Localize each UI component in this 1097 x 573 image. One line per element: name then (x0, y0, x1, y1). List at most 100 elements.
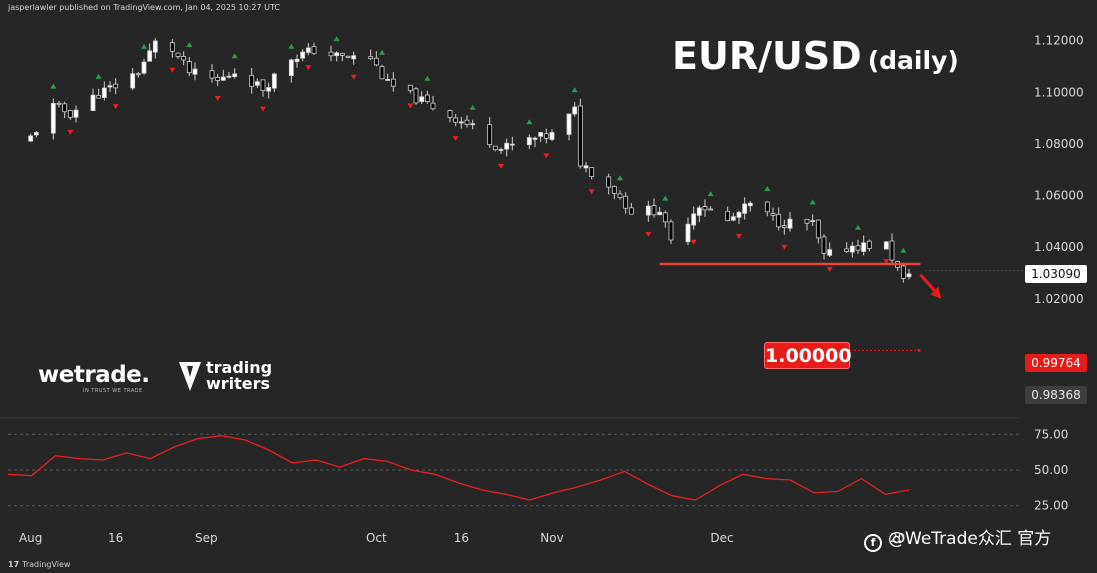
x-tick-label-0: Aug (19, 531, 42, 545)
candle (651, 198, 657, 218)
candle (385, 73, 391, 81)
projection-arrow-head (930, 286, 942, 299)
candle-body (487, 124, 493, 146)
candle (424, 75, 431, 104)
candle (696, 205, 702, 223)
candle-body (866, 240, 872, 249)
candle (186, 41, 193, 77)
candle (809, 199, 816, 226)
candle (781, 219, 788, 250)
swing-low-marker (645, 231, 652, 237)
x-tick-label-6: Dec (710, 531, 733, 545)
candle-body (254, 81, 260, 86)
swing-low-marker (781, 244, 788, 250)
swing-low-marker (407, 103, 414, 109)
candle-body (232, 73, 238, 78)
candle-body (464, 119, 470, 125)
candle (62, 101, 68, 118)
candle-body (419, 96, 425, 102)
candle-body (385, 79, 391, 81)
candle (333, 36, 340, 62)
candle (538, 132, 544, 143)
candle (583, 162, 589, 173)
candle-body (657, 211, 663, 216)
candle-body (781, 225, 787, 228)
candle-body (50, 102, 56, 134)
candle (787, 211, 793, 232)
swing-high-marker (662, 195, 669, 201)
candle (883, 241, 890, 265)
candle (906, 268, 912, 280)
candle (855, 224, 861, 254)
candle-body (175, 52, 181, 57)
candle-body (373, 57, 379, 66)
watermark: f @WeTrade众汇 官方 (864, 524, 1051, 552)
candle-body (504, 142, 510, 150)
candle-body (101, 87, 107, 98)
candle (130, 67, 136, 91)
title-timeframe: (daily) (867, 46, 959, 75)
candle-body (113, 83, 119, 89)
candle (300, 48, 306, 62)
candle (526, 119, 533, 150)
swing-high-marker (95, 73, 102, 79)
candle-body (135, 73, 141, 76)
candle-body (215, 77, 221, 81)
candle (668, 219, 674, 245)
candle (220, 69, 226, 81)
candle (707, 191, 714, 211)
candle-body (849, 245, 855, 253)
candle (861, 235, 867, 256)
last-price-tag: 0.98368 (1025, 386, 1087, 404)
candle-body (815, 219, 821, 239)
candle-body (152, 40, 158, 53)
candle (407, 84, 414, 109)
candle (373, 51, 379, 67)
swing-low-marker (736, 233, 742, 239)
candle (895, 260, 901, 272)
wetrade-logo: wetrade. (38, 362, 150, 388)
swing-low-marker (690, 239, 697, 245)
target-line-end (917, 348, 921, 352)
swing-low-marker (350, 74, 357, 80)
candle (844, 242, 850, 254)
candle-body (543, 133, 549, 139)
swing-low-marker (67, 129, 74, 135)
candle (685, 217, 691, 246)
candle-body (147, 50, 153, 62)
candle-body (589, 167, 595, 178)
swing-high-marker (424, 75, 431, 81)
swing-low-marker (112, 104, 119, 110)
candle (498, 147, 504, 169)
candle-body (606, 176, 612, 188)
candle-body (770, 213, 776, 216)
candle-body (294, 58, 300, 62)
candle-body (730, 216, 736, 221)
candle-body (209, 70, 215, 79)
candle (509, 136, 515, 151)
candle-body (844, 248, 850, 252)
swing-low-marker (452, 136, 459, 142)
wetrade-tagline: IN TRUST WE TRADE (83, 388, 143, 394)
candle (339, 52, 345, 62)
candle (628, 202, 634, 215)
projection-arrow-shaft (919, 273, 938, 294)
x-tick-label-2: Sep (195, 531, 218, 545)
candle-body (271, 73, 277, 89)
candle-body (804, 218, 810, 224)
trading-writers-icon (179, 362, 201, 391)
swing-high-marker (900, 247, 907, 253)
candle (747, 201, 753, 212)
candle-body (708, 208, 714, 211)
candle-body (334, 52, 340, 57)
candle-body (107, 85, 113, 88)
candle (214, 74, 221, 101)
candle (328, 45, 334, 62)
candle (532, 136, 538, 148)
candle-body (390, 78, 396, 87)
candle-body (509, 143, 515, 146)
trading-writers-line2: writers (206, 374, 271, 393)
candle-body (345, 55, 351, 59)
